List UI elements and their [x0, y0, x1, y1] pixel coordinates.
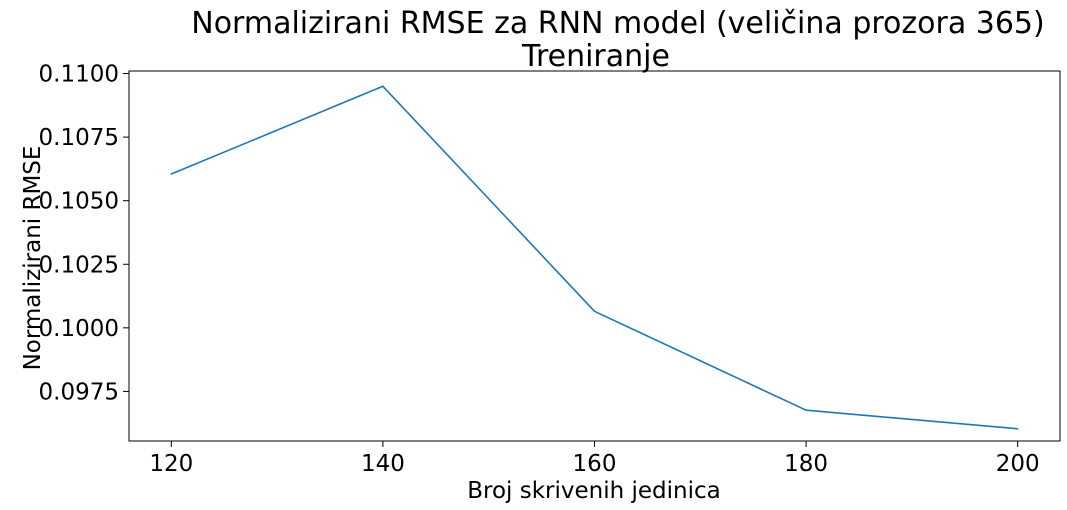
- x-tick-label: 160: [573, 451, 617, 477]
- y-tick-label: 0.0975: [39, 379, 119, 405]
- data-point: [805, 409, 807, 412]
- chart-title: Normalizirani RMSE za RNN model (veličin…: [191, 6, 1044, 41]
- data-point: [1016, 427, 1019, 430]
- x-axis-label: Broj skrivenih jedinica: [467, 478, 721, 504]
- y-tick-label: 0.1050: [39, 189, 119, 215]
- data-point: [593, 310, 596, 313]
- x-tick-label: 200: [996, 451, 1040, 477]
- plot-frame: [128, 70, 1061, 442]
- x-tick-label: 180: [784, 451, 828, 477]
- x-tick-label: 140: [361, 451, 405, 477]
- y-axis-label: Normalizirani RMSE: [20, 146, 46, 371]
- chart-subtitle: Treniranje: [521, 39, 670, 74]
- x-tick-label: 120: [149, 451, 193, 477]
- y-tick-label: 0.1075: [39, 125, 119, 151]
- y-tick-label: 0.1100: [39, 62, 119, 88]
- data-point: [382, 85, 384, 88]
- plot-area: 120 140 160 180 200 0.0975 0.1000 0.1025 0.1050 0…: [39, 62, 1061, 477]
- y-tick-label: 0.1000: [39, 316, 119, 342]
- series-line: [170, 85, 1018, 430]
- y-tick-label: 0.1025: [39, 252, 119, 278]
- data-point: [170, 173, 173, 175]
